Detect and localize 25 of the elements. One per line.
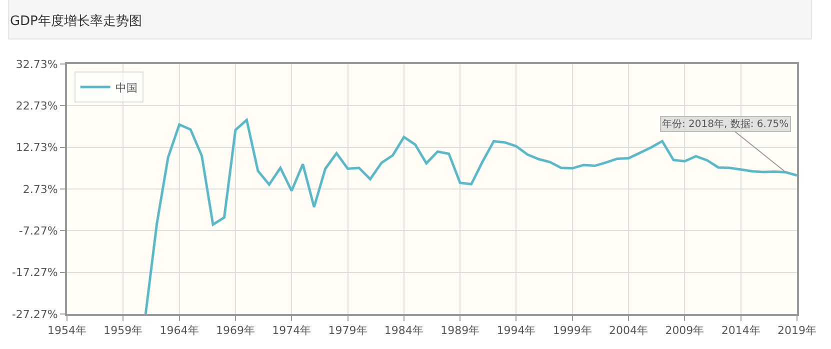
x-tick-label: 2004年: [609, 324, 648, 338]
x-tick-label: 2014年: [721, 324, 760, 338]
legend-label: 中国: [115, 81, 138, 94]
y-tick-label: 32.73%: [16, 58, 58, 71]
x-tick-label: 2019年: [778, 324, 816, 338]
x-tick-label: 1969年: [216, 324, 255, 338]
y-tick-label: 22.73%: [16, 100, 58, 113]
x-tick-label: 1974年: [272, 324, 312, 338]
line-series: [144, 118, 797, 314]
x-tick-label: 1959年: [104, 324, 143, 338]
x-tick-label: 1979年: [328, 324, 368, 338]
y-tick-label: -17.27%: [12, 266, 58, 280]
x-tick-label: 1989年: [440, 324, 480, 338]
chart-title: GDP年度增长率走势图: [10, 12, 142, 29]
y-tick-label: -7.27%: [18, 224, 58, 238]
x-tick-label: 1994年: [496, 324, 536, 338]
y-tick-label: -27.27%: [12, 308, 58, 321]
annotation: 年份: 2018年, 数据: 6.75%: [662, 118, 789, 130]
x-tick-label: 1954年: [48, 324, 86, 338]
y-tick-label: 2.73%: [22, 182, 58, 196]
y-tick-label: 12.73%: [16, 141, 58, 154]
x-tick-label: 1984年: [384, 324, 424, 338]
x-tick-label: 2009年: [665, 324, 704, 338]
x-tick-label: 1999年: [552, 324, 592, 338]
x-tick-label: 1964年: [160, 324, 199, 338]
